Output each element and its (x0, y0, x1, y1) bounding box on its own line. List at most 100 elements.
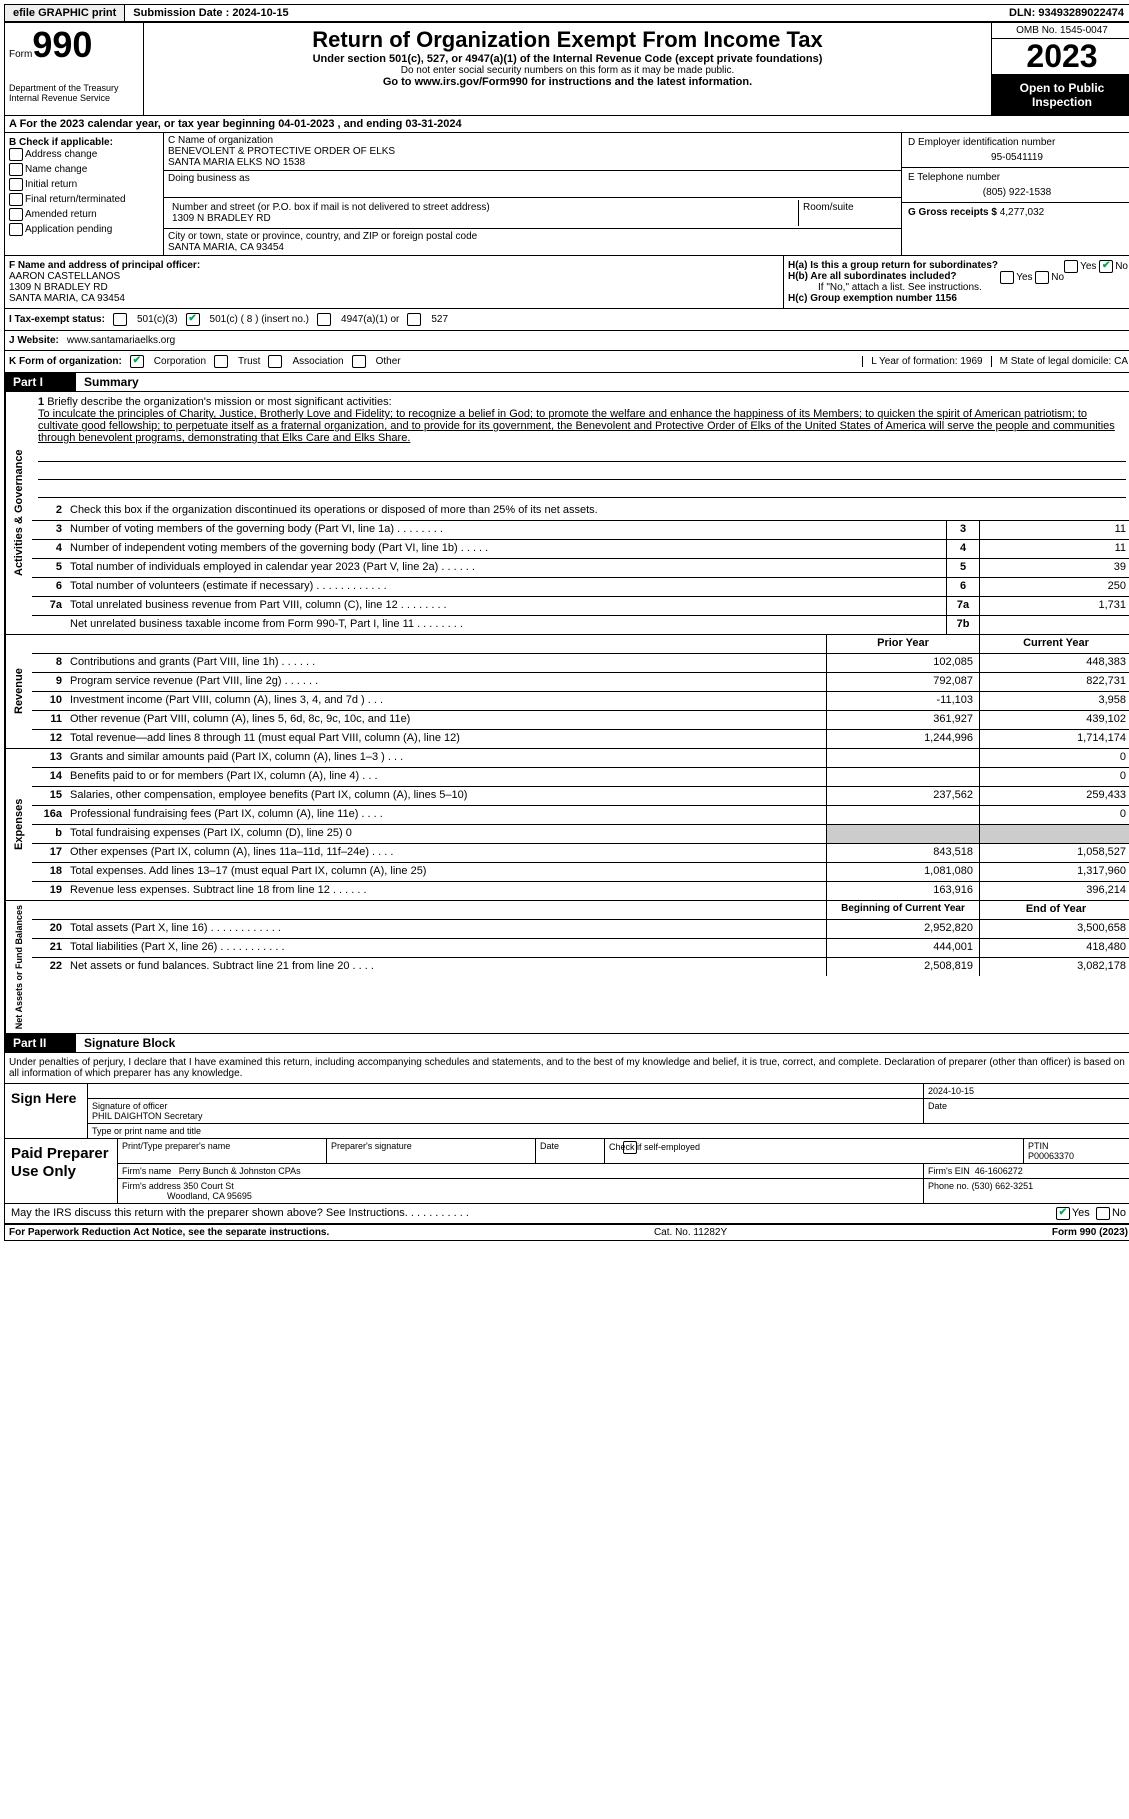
line7b-desc: Net unrelated business taxable income fr… (66, 616, 946, 634)
row-fgh: F Name and address of principal officer:… (4, 256, 1129, 309)
l12cy: 1,714,174 (979, 730, 1129, 748)
line5-n: 5 (946, 559, 979, 577)
col-right: D Employer identification number95-05411… (901, 133, 1129, 255)
firm-addr-label: Firm's address (122, 1181, 181, 1191)
submission-date: Submission Date : 2024-10-15 (125, 5, 296, 21)
l17py: 843,518 (826, 844, 979, 862)
cb-name[interactable]: Name change (25, 164, 87, 175)
form-prefix: Form (9, 49, 32, 60)
firm-addr: 350 Court St (183, 1181, 234, 1191)
l18d: Total expenses. Add lines 13–17 (must eq… (66, 863, 826, 881)
k-other[interactable]: Other (376, 356, 401, 367)
may-yes[interactable]: Yes (1072, 1207, 1090, 1220)
line6-desc: Total number of volunteers (estimate if … (66, 578, 946, 596)
l19cy: 396,214 (979, 882, 1129, 900)
city-label: City or town, state or province, country… (168, 231, 477, 242)
hb-yes[interactable]: Yes (1016, 272, 1032, 283)
prep-label: Paid Preparer Use Only (5, 1139, 118, 1203)
net-cy-h: End of Year (979, 901, 1129, 919)
l10d: Investment income (Part VIII, column (A)… (66, 692, 826, 710)
line1-num: 1 (38, 396, 44, 408)
cb-final[interactable]: Final return/terminated (25, 194, 126, 205)
current-year-h: Current Year (979, 635, 1129, 653)
l10py: -11,103 (826, 692, 979, 710)
street-val: 1309 N BRADLEY RD (172, 213, 271, 224)
street-label: Number and street (or P.O. box if mail i… (172, 202, 490, 213)
l16ad: Professional fundraising fees (Part IX, … (66, 806, 826, 824)
cb-address[interactable]: Address change (25, 149, 97, 160)
cb-initial[interactable]: Initial return (25, 179, 77, 190)
k-trust[interactable]: Trust (238, 356, 260, 367)
ha-yes[interactable]: Yes (1080, 261, 1096, 272)
form-header: Form990 Department of the Treasury Inter… (4, 22, 1129, 116)
activities-governance: Activities & Governance 1 Briefly descri… (4, 392, 1129, 635)
l15py: 237,562 (826, 787, 979, 805)
phone-label: E Telephone number (908, 172, 1000, 183)
org-name-1: BENEVOLENT & PROTECTIVE ORDER OF ELKS (168, 146, 395, 157)
officer-label: F Name and address of principal officer: (9, 260, 200, 271)
room-label: Room/suite (799, 200, 897, 226)
phone-val: (805) 922-1538 (908, 183, 1126, 198)
l12d: Total revenue—add lines 8 through 11 (mu… (66, 730, 826, 748)
l14d: Benefits paid to or for members (Part IX… (66, 768, 826, 786)
line7a-n: 7a (946, 597, 979, 615)
ha-no[interactable]: No (1115, 261, 1128, 272)
l13d: Grants and similar amounts paid (Part IX… (66, 749, 826, 767)
street-box: Number and street (or P.O. box if mail i… (164, 198, 901, 229)
line7b-v (979, 616, 1129, 634)
l16apy (826, 806, 979, 824)
l-year: L Year of formation: 1969 (862, 356, 982, 367)
firm-label: Firm's name (122, 1166, 171, 1176)
l18cy: 1,317,960 (979, 863, 1129, 881)
k-corp[interactable]: Corporation (154, 356, 206, 367)
col-b-title: B Check if applicable: (9, 137, 113, 148)
i-527[interactable]: 527 (431, 314, 448, 325)
tax-year: 2023 (992, 39, 1129, 75)
may-discuss: May the IRS discuss this return with the… (4, 1204, 1129, 1224)
part2-title: Signature Block (76, 1034, 183, 1052)
line7a-v: 1,731 (979, 597, 1129, 615)
signature-block: Under penalties of perjury, I declare th… (4, 1053, 1129, 1204)
vlabel-net: Net Assets or Fund Balances (5, 901, 32, 1033)
may-q: May the IRS discuss this return with the… (11, 1207, 1056, 1220)
firm-ein: 46-1606272 (975, 1166, 1023, 1176)
line5-desc: Total number of individuals employed in … (66, 559, 946, 577)
form-number: 990 (32, 24, 92, 65)
firm-addr2: Woodland, CA 95695 (167, 1191, 252, 1201)
l19py: 163,916 (826, 882, 979, 900)
dept-label: Department of the Treasury Internal Reve… (9, 83, 139, 103)
city-box: City or town, state or province, country… (164, 229, 901, 255)
l12py: 1,244,996 (826, 730, 979, 748)
l17cy: 1,058,527 (979, 844, 1129, 862)
may-no[interactable]: No (1112, 1207, 1126, 1220)
l22d: Net assets or fund balances. Subtract li… (66, 958, 826, 976)
part2-label: Part II (5, 1034, 76, 1052)
l20cy: 3,500,658 (979, 920, 1129, 938)
line7a-desc: Total unrelated business revenue from Pa… (66, 597, 946, 615)
cb-amended[interactable]: Amended return (25, 209, 97, 220)
page-footer: For Paperwork Reduction Act Notice, see … (4, 1224, 1129, 1241)
i-4947[interactable]: 4947(a)(1) or (341, 314, 399, 325)
firm-name: Perry Bunch & Johnston CPAs (179, 1166, 301, 1176)
hb-no[interactable]: No (1051, 272, 1064, 283)
prep-h3: Date (536, 1139, 605, 1163)
officer-name: AARON CASTELLANOS (9, 271, 120, 282)
i-501c3[interactable]: 501(c)(3) (137, 314, 178, 325)
l13py (826, 749, 979, 767)
col-b: B Check if applicable: Address change Na… (5, 133, 164, 255)
l8cy: 448,383 (979, 654, 1129, 672)
part2-header: Part II Signature Block (4, 1034, 1129, 1053)
cb-pending[interactable]: Application pending (25, 224, 112, 235)
omb-number: OMB No. 1545-0047 (992, 23, 1129, 39)
efile-btn[interactable]: efile GRAPHIC print (5, 5, 125, 21)
k-assoc[interactable]: Association (292, 356, 343, 367)
l11d: Other revenue (Part VIII, column (A), li… (66, 711, 826, 729)
vlabel-gov: Activities & Governance (5, 392, 32, 634)
l13cy: 0 (979, 749, 1129, 767)
row-i: I Tax-exempt status: 501(c)(3) 501(c) ( … (4, 309, 1129, 331)
i-501c[interactable]: 501(c) ( 8 ) (insert no.) (210, 314, 309, 325)
website-val[interactable]: www.santamariaelks.org (67, 335, 175, 346)
goto-link[interactable]: Go to www.irs.gov/Form990 for instructio… (148, 76, 987, 88)
firm-ein-label: Firm's EIN (928, 1166, 970, 1176)
top-bar: efile GRAPHIC print Submission Date : 20… (4, 4, 1129, 22)
